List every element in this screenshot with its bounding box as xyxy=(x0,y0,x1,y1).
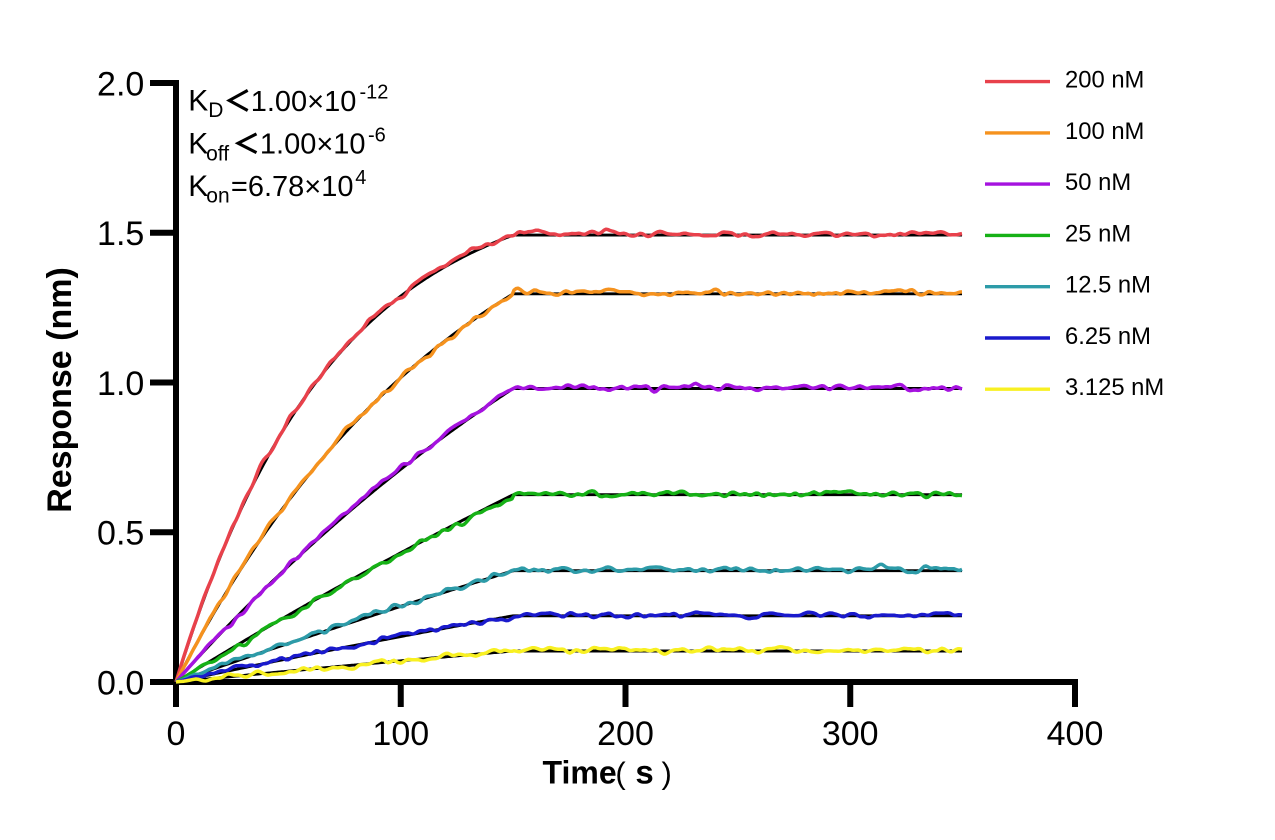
svg-text:Response (nm): Response (nm) xyxy=(41,267,79,513)
svg-text:1.5: 1.5 xyxy=(97,215,144,253)
svg-text:1.00×10: 1.00×10 xyxy=(251,86,357,118)
svg-text:-12: -12 xyxy=(360,82,389,104)
svg-text:-6: -6 xyxy=(368,124,386,146)
svg-text:0: 0 xyxy=(167,715,186,753)
svg-text:K: K xyxy=(188,85,208,118)
svg-text:200 nM: 200 nM xyxy=(1065,67,1144,94)
svg-text:4: 4 xyxy=(355,167,366,189)
svg-text:D: D xyxy=(208,99,223,122)
svg-text:0.5: 0.5 xyxy=(97,515,144,553)
svg-text:200: 200 xyxy=(597,715,654,753)
svg-text:K: K xyxy=(188,128,208,161)
svg-text:K: K xyxy=(188,170,208,203)
svg-text:s: s xyxy=(635,753,653,790)
svg-text:0.0: 0.0 xyxy=(97,664,144,702)
svg-text:3.125 nM: 3.125 nM xyxy=(1065,374,1164,401)
svg-text:1.00×10: 1.00×10 xyxy=(260,129,366,161)
svg-text:2.0: 2.0 xyxy=(97,65,144,103)
svg-text:): ) xyxy=(662,755,672,790)
svg-text:1.0: 1.0 xyxy=(97,365,144,403)
svg-text:Time: Time xyxy=(543,754,617,790)
svg-text:50 nM: 50 nM xyxy=(1065,169,1131,196)
svg-text:on: on xyxy=(206,184,229,207)
svg-text:100: 100 xyxy=(372,715,429,753)
svg-text:100 nM: 100 nM xyxy=(1065,118,1144,145)
svg-text:(: ( xyxy=(615,755,626,790)
svg-text:6.25 nM: 6.25 nM xyxy=(1065,323,1151,350)
svg-text:off: off xyxy=(206,142,229,165)
svg-text:25 nM: 25 nM xyxy=(1065,220,1131,247)
svg-text:400: 400 xyxy=(1047,715,1104,753)
svg-text:12.5 nM: 12.5 nM xyxy=(1065,272,1151,299)
svg-text:=6.78×10: =6.78×10 xyxy=(231,171,354,203)
svg-text:300: 300 xyxy=(822,715,879,753)
